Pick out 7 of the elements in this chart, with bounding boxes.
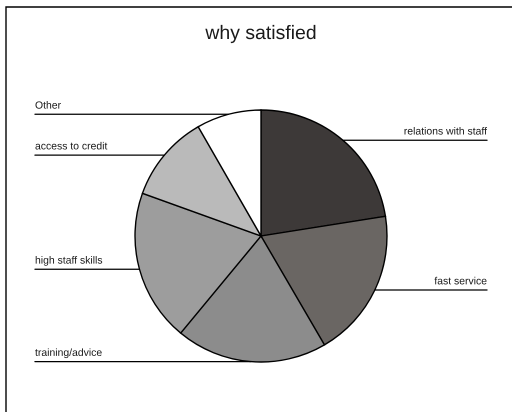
slice-label: relations with staff xyxy=(404,126,488,135)
slice-label: fast service xyxy=(434,276,487,284)
chart-title: why satisfied xyxy=(205,24,316,44)
slice-label: Other xyxy=(35,101,61,109)
slice-label: high staff skills xyxy=(36,256,102,266)
slice-label: access to credit xyxy=(35,142,108,150)
slice-label: training/advice xyxy=(35,348,102,358)
